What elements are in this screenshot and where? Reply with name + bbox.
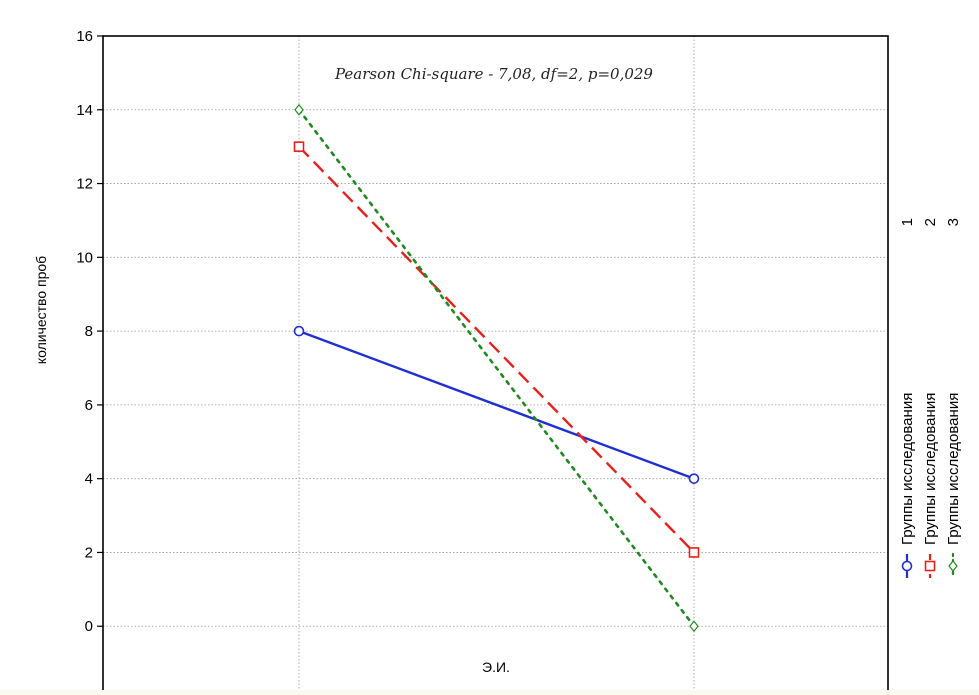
y-tick-label: 6	[85, 397, 93, 414]
plot-area	[103, 36, 888, 695]
y-tick-label: 8	[85, 323, 93, 340]
data-point-marker	[689, 620, 699, 633]
legend-item-2: Группы исследования 2	[922, 218, 939, 578]
series-layer	[293, 103, 700, 633]
x-axis-label: Э.И.	[482, 659, 510, 675]
y-tick-label: 0	[85, 618, 93, 635]
series-group-2	[293, 141, 700, 558]
data-point-marker	[948, 560, 958, 572]
data-point-marker	[688, 547, 700, 558]
data-point-marker	[294, 103, 304, 116]
y-tick-label: 16	[76, 28, 93, 45]
series-group-1	[293, 325, 700, 484]
legend-group-number: 1	[899, 218, 916, 226]
axes: -20246810121416n(-) отр. пробыp(+) полож…	[76, 28, 103, 695]
series-group-3	[294, 103, 699, 633]
y-axis-label: количество проб	[33, 256, 49, 364]
legend-label: Группы исследования	[922, 393, 939, 545]
y-tick-label: 12	[76, 176, 93, 193]
chart-annotation: Pearson Chi-square - 7,08, df=2, p=0,029	[334, 65, 653, 83]
y-tick-label: 14	[76, 102, 93, 119]
data-point-marker	[688, 473, 700, 484]
series-line-2	[298, 145, 695, 554]
plot-frame	[102, 35, 889, 695]
legend-group-number: 3	[945, 218, 962, 226]
legend-label: Группы исследования	[945, 393, 962, 545]
legend-group-number: 2	[922, 218, 939, 226]
legend: Группы исследования 1 Группы исследования 2…	[899, 218, 962, 580]
y-tick-label: 4	[85, 471, 93, 488]
legend-item-3: Группы исследования 3	[945, 218, 962, 580]
series-line-1	[298, 329, 695, 480]
series-line-3	[297, 108, 696, 628]
legend-label: Группы исследования	[899, 393, 916, 545]
y-tick-label: 2	[85, 544, 93, 561]
data-point-marker	[901, 560, 913, 572]
data-point-marker	[293, 325, 305, 337]
legend-item-1: Группы исследования 1	[899, 218, 916, 578]
y-tick-label: 10	[76, 249, 93, 266]
data-point-marker	[293, 141, 305, 152]
data-point-marker	[924, 560, 936, 572]
